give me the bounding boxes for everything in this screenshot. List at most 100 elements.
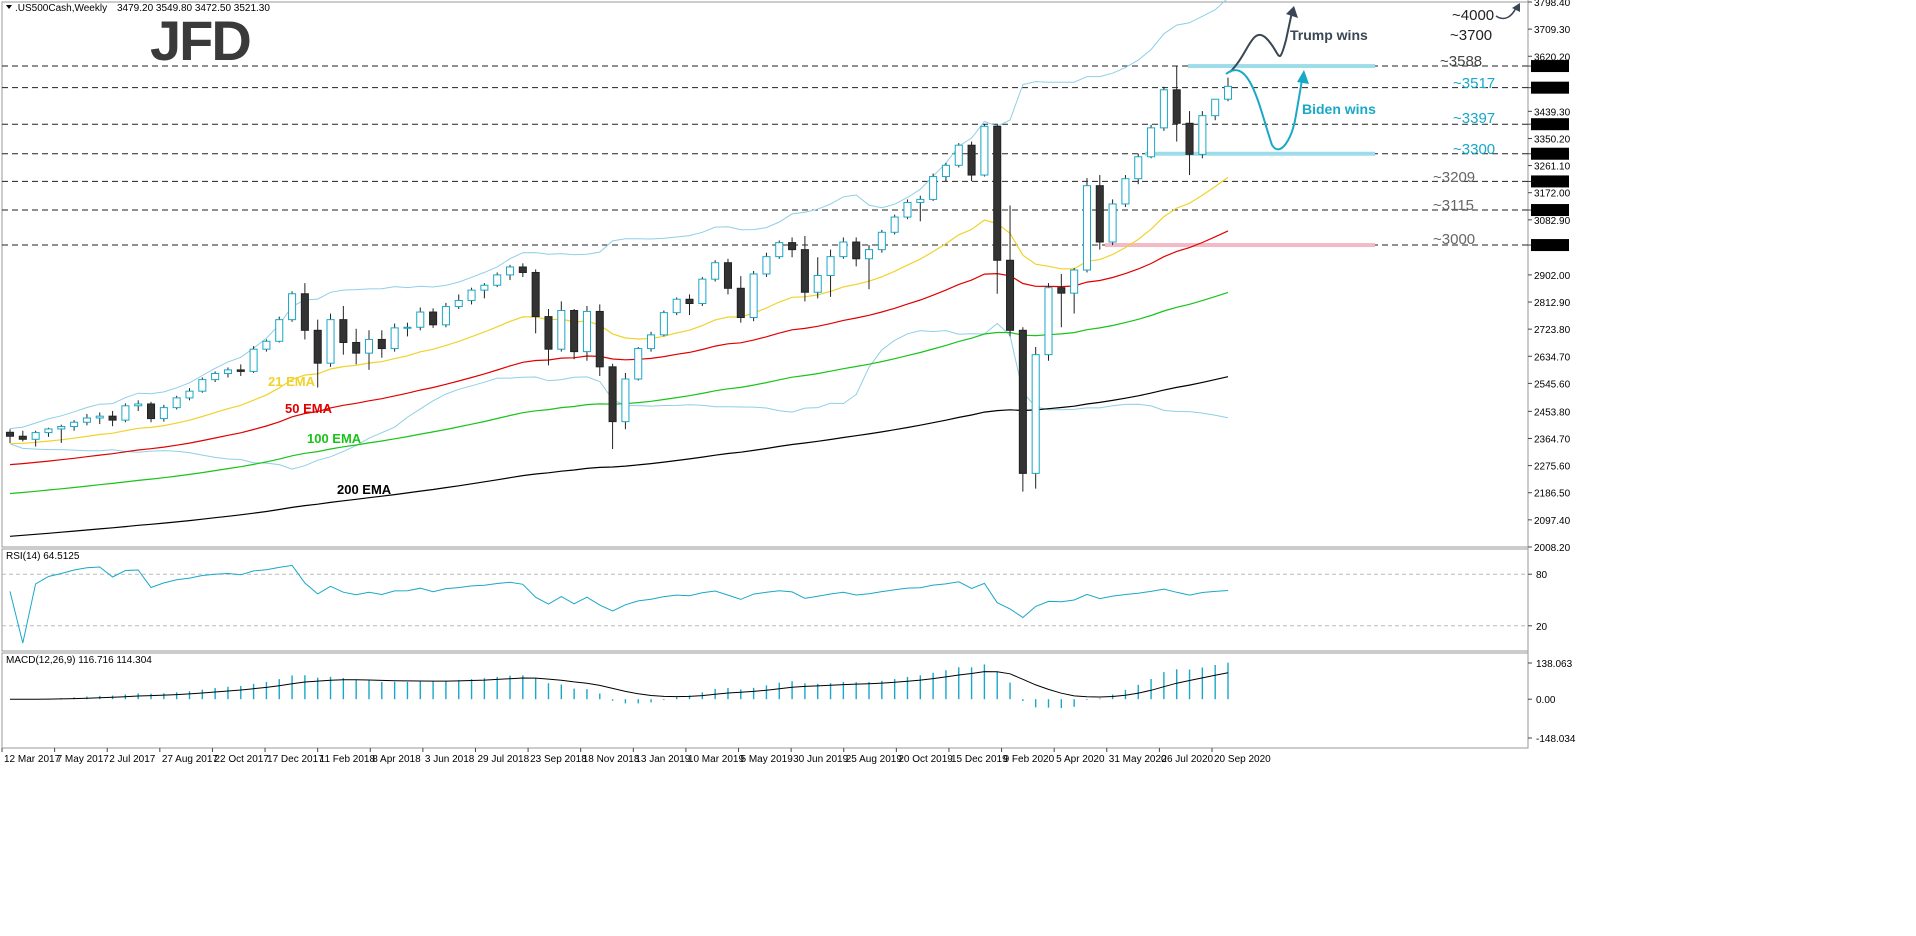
candle-body (1172, 89, 1181, 124)
macd-tick-label: 0.00 (1536, 695, 1556, 706)
candle (929, 173, 938, 201)
candle-body (467, 289, 476, 301)
candle-body (211, 373, 220, 381)
level-label: ~3115 (1433, 197, 1474, 214)
resistance-zone-3588 (1188, 64, 1375, 69)
level-label: ~3700 (1450, 27, 1492, 44)
candle-body (647, 334, 656, 350)
candle-body (1185, 122, 1194, 155)
candle-body (108, 415, 117, 421)
candle-body (916, 198, 925, 203)
candle-body (1134, 156, 1143, 180)
candle (5, 429, 15, 443)
candle-body (1031, 354, 1040, 474)
price-tick-label: 2097.40 (1534, 516, 1571, 527)
candle-body (993, 125, 1002, 261)
price-tick-label: 2723.80 (1534, 325, 1571, 336)
candle-body (1159, 89, 1168, 129)
candle (903, 199, 912, 220)
candle-body (313, 329, 322, 364)
candle-body (800, 249, 809, 293)
candle-body (364, 338, 374, 354)
arrow-up-icon (1286, 6, 1298, 18)
time-tick-label: 13 Jan 2019 (635, 754, 690, 765)
price-tick-label: 2634.70 (1534, 352, 1571, 363)
ema-label: 100 EMA (307, 431, 362, 446)
candle-body (1095, 185, 1104, 243)
candle (31, 430, 40, 447)
candle-body (57, 426, 66, 430)
candle (800, 235, 809, 302)
price-tag-bg (1531, 147, 1569, 160)
price-tag: 3397.00 (1533, 120, 1570, 131)
candle-body (582, 310, 591, 353)
time-tick-label: 25 Aug 2019 (846, 754, 903, 765)
candle (685, 294, 694, 316)
candle-body (339, 319, 348, 343)
macd-panel (1, 652, 1529, 749)
trump-scenario-path (1229, 11, 1293, 73)
ema-label: 200 EMA (337, 482, 392, 497)
price-tag-bg (1531, 175, 1569, 188)
candle (147, 401, 156, 423)
candle-body (711, 262, 720, 280)
candle (1121, 175, 1130, 208)
candle-body (70, 421, 79, 428)
candle-body (890, 216, 899, 233)
candle (711, 260, 720, 282)
price-tag: 3588.00 (1533, 62, 1570, 73)
candle (1057, 273, 1066, 328)
candle (698, 277, 707, 306)
macd-indicator: MACD(12,26,9) 116.716 114.304 138.063 0.00… (6, 655, 1576, 745)
candle (852, 237, 861, 267)
price-tag-bg (1531, 204, 1569, 217)
candle-body (608, 366, 617, 423)
candle (557, 301, 566, 352)
candle (1134, 153, 1143, 185)
candle-body (980, 125, 989, 176)
macd-tick-label: 138.063 (1536, 659, 1573, 670)
candle (211, 371, 220, 383)
panel-frames (1, 0, 1529, 749)
time-tick-label: 10 Mar 2019 (688, 754, 745, 765)
candle-body (18, 435, 27, 440)
candle-body (659, 312, 668, 336)
candle (1082, 178, 1091, 273)
time-tick-label: 8 Apr 2018 (372, 754, 421, 765)
candle-body (95, 415, 104, 419)
candle-body (903, 201, 912, 218)
candle-body (864, 249, 874, 260)
candle-body (685, 298, 694, 305)
time-tick-label: 26 Jul 2020 (1161, 754, 1213, 765)
candle-body (403, 326, 412, 329)
candle (1044, 283, 1053, 361)
candle (288, 291, 297, 322)
candle (916, 195, 925, 222)
time-tick-label: 7 May 2017 (57, 754, 110, 765)
candle-body (326, 319, 335, 364)
price-tick-label: 3350.20 (1534, 134, 1571, 145)
candle-body (185, 390, 194, 399)
candle (82, 414, 91, 426)
candle (403, 322, 412, 337)
support-zone-3000 (1105, 243, 1375, 248)
candle-body (300, 293, 309, 331)
candle (980, 123, 989, 177)
candle-body (147, 403, 156, 420)
candle (416, 307, 425, 331)
time-tick-label: 11 Feb 2018 (320, 754, 376, 765)
candle-body (1018, 329, 1027, 474)
candle-body (531, 271, 540, 318)
price-tag-bg (1531, 60, 1569, 73)
candle-body (352, 341, 361, 354)
time-tick-label: 18 Nov 2018 (583, 754, 640, 765)
candle (1006, 205, 1015, 337)
price-tag-bg (1531, 239, 1569, 252)
candle (826, 249, 835, 297)
macd-signal-line (10, 671, 1229, 700)
bollinger-upper (9, 0, 1227, 430)
ema-label: 21 EMA (268, 374, 316, 389)
price-tick-label: 2186.50 (1534, 489, 1571, 500)
macd-tick-label: -148.034 (1536, 734, 1576, 745)
